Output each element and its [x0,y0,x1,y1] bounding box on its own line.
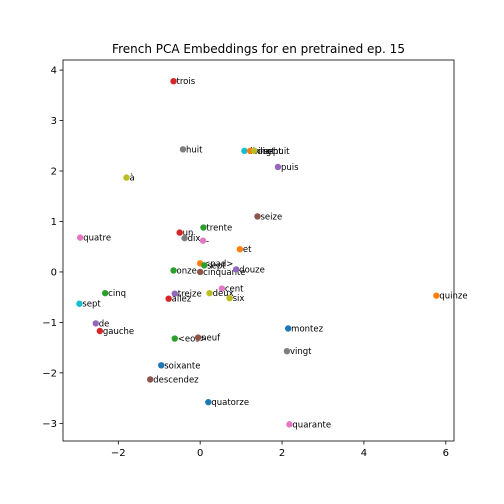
point-label: seize [260,212,282,222]
point-label: dix-sept [247,147,282,157]
point-label: douze [239,265,265,275]
point-label: de [99,319,110,329]
point-label: trois [177,77,196,87]
y-tick-label: −3 [42,419,57,430]
data-point [206,289,213,297]
plot-area-border [62,59,455,442]
point-label: quinze [439,292,467,302]
point-label: soixante [164,361,200,371]
point-label: et [243,245,252,255]
y-tick-label: 0 [51,267,57,278]
point-label: - [206,237,209,247]
data-point [76,234,84,241]
data-point [286,421,293,428]
point-label: onze [177,266,197,276]
x-tick-label: −2 [111,448,126,459]
data-point [181,234,188,242]
data-point [96,327,104,335]
point-label: cinq [108,289,126,299]
point-label: un [183,229,194,239]
x-tick-label: 2 [279,448,285,459]
data-point [147,376,154,383]
data-point [196,268,204,276]
point-label: trente [206,224,232,234]
data-point [284,325,292,332]
data-point [283,347,291,355]
y-tick-label: −1 [42,318,57,329]
x-axis: −2 0 2 4 6 [111,441,449,459]
point-label: quarante [292,420,331,430]
point-label: vingt [253,147,275,157]
data-point [205,398,212,406]
data-point [199,237,207,244]
point-label: montez [291,324,323,334]
data-point [76,300,83,307]
data-point [92,320,99,327]
data-point [194,334,202,341]
x-tick-label: 6 [443,448,449,459]
data-point [433,292,440,299]
point-label: gauche [103,327,134,337]
data-point [236,246,244,253]
point-label: <eos> [178,335,207,345]
data-point [200,224,207,231]
data-point [170,267,177,274]
point-label: <pad> [203,259,233,269]
data-point [241,147,248,155]
y-tick-label: 3 [51,116,57,127]
point-label: à [129,174,134,184]
data-point [176,229,183,236]
point-label: sept [82,300,101,310]
data-point [165,295,172,302]
data-point [274,163,282,171]
point-label: puis [281,163,299,173]
y-tick-label: 2 [51,167,57,178]
plot-frame [62,59,455,442]
point-label: vingt [290,347,312,357]
data-point [232,266,240,273]
point-label: six [233,294,245,304]
data-point [123,174,130,181]
chart-title: French PCA Embeddings for en pretrained … [112,42,405,56]
data-point [171,335,178,342]
data-point [158,362,165,369]
point-label: deux [213,289,234,299]
y-axis: −3 −2 −1 0 1 2 3 4 [42,66,63,430]
y-tick-label: 1 [51,217,57,228]
point-label: neuf [201,334,221,344]
y-tick-label: −2 [42,368,57,379]
data-point [254,213,261,220]
data-point [171,290,178,297]
point-label: descendez [153,375,199,385]
point-label: quatorze [211,398,249,408]
data-point [179,146,187,153]
data-point [170,77,177,85]
x-tick-label: 4 [361,448,367,459]
data-point [218,285,226,292]
y-tick-label: 4 [51,66,57,77]
point-label: huit [186,145,203,155]
data-point [226,294,233,302]
point-label: dix-huit [257,147,290,157]
data-point [101,289,109,297]
x-tick-label: 0 [197,448,203,459]
point-label: dix [188,234,201,244]
point-label: treize [178,290,202,300]
point-label: sept [207,261,226,271]
point-label: cinquante [203,268,245,278]
point-label: allez [172,295,192,305]
data-point [201,262,208,269]
point-label: cent [225,285,244,295]
data-point [251,147,258,155]
point-label: quatre [83,234,111,244]
